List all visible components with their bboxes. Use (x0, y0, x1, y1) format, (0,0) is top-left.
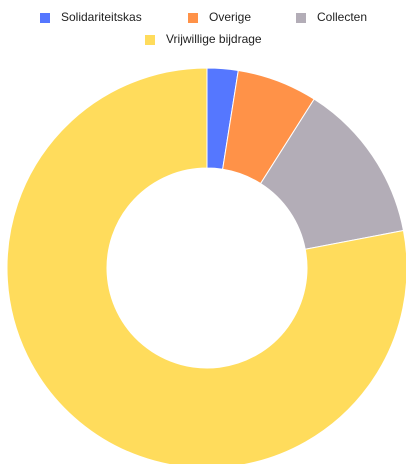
legend-swatch (188, 13, 198, 23)
legend-label: Vrijwillige bijdrage (166, 32, 262, 46)
legend-swatch (296, 13, 306, 23)
legend-swatch (145, 35, 155, 45)
legend-label: Overige (209, 10, 251, 24)
legend-label: Collecten (317, 10, 367, 24)
legend-label: Solidariteitskas (61, 10, 142, 24)
legend-swatch (40, 13, 50, 23)
slice (6, 67, 406, 464)
